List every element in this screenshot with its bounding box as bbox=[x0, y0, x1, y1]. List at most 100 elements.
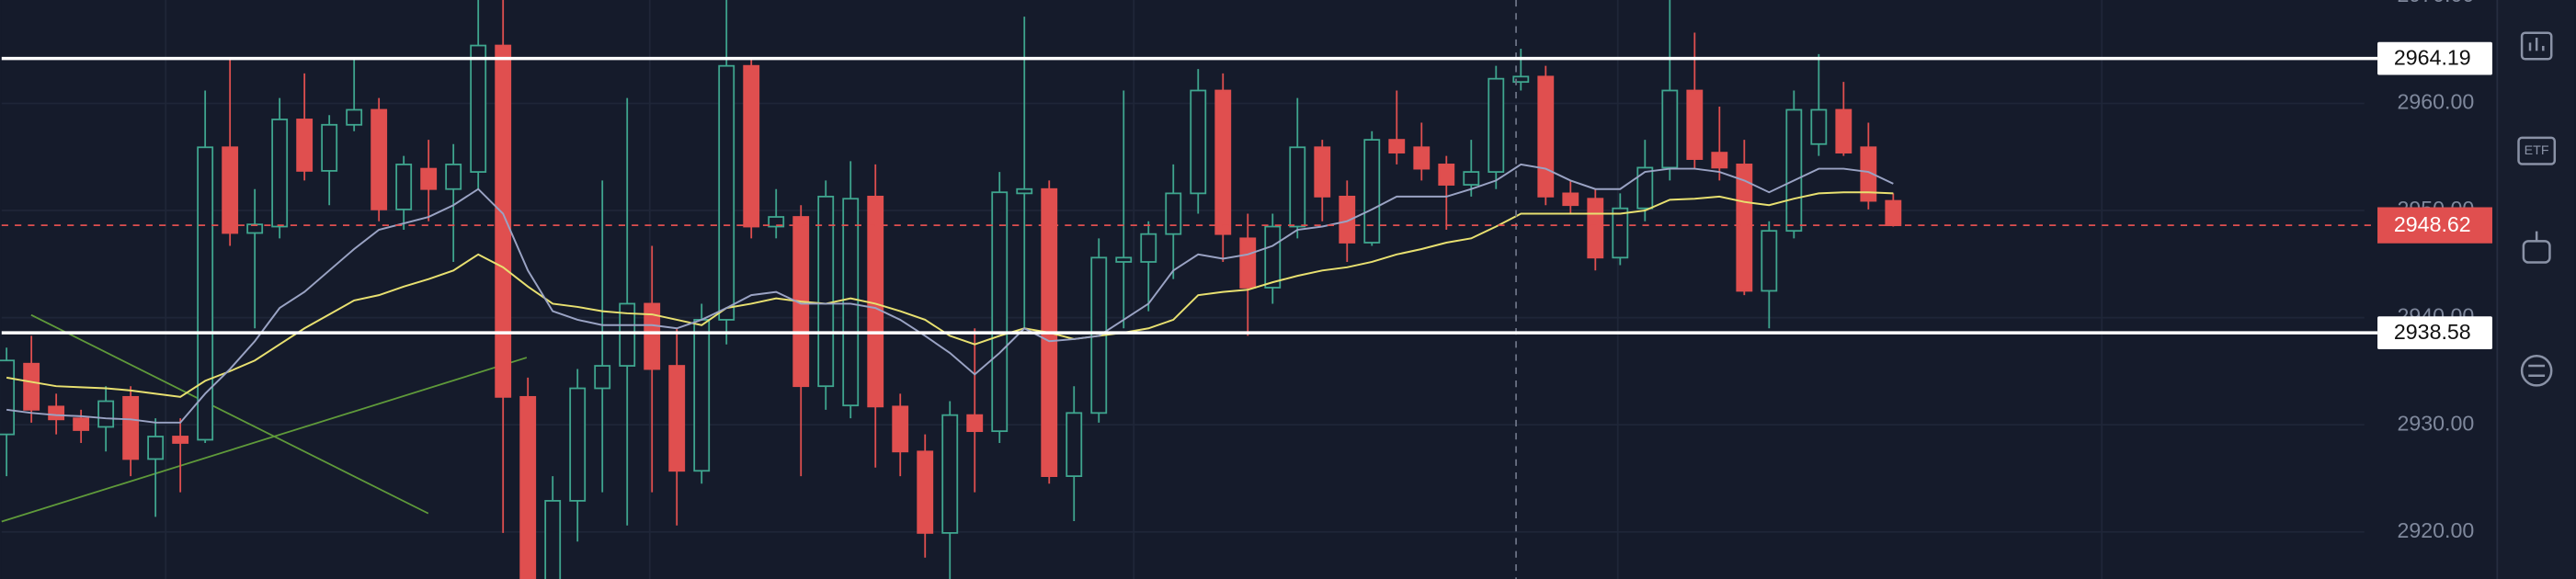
candle-body bbox=[1587, 198, 1604, 259]
swap-icon[interactable] bbox=[2520, 355, 2553, 387]
y-tick-label: 2970.00 bbox=[2397, 0, 2474, 6]
candle-body bbox=[1140, 233, 1157, 263]
candle-body bbox=[1885, 199, 1902, 227]
candle-body bbox=[1339, 195, 1356, 244]
horizontal-grid bbox=[1, 102, 2365, 533]
trendline bbox=[30, 313, 429, 515]
candle-body bbox=[842, 198, 860, 407]
price-level-box bbox=[2377, 316, 2492, 349]
candle-body bbox=[941, 414, 959, 534]
candle-body bbox=[1487, 77, 1505, 173]
current-price-label: 2948.62 bbox=[2394, 212, 2471, 236]
candle-body bbox=[172, 436, 189, 444]
candle-body bbox=[1066, 412, 1083, 477]
candle-body bbox=[1115, 256, 1133, 263]
candle-body bbox=[1438, 164, 1455, 186]
candle-body bbox=[718, 64, 735, 321]
candle-body bbox=[1661, 89, 1679, 169]
candle-body bbox=[693, 319, 711, 472]
price-level-label: 2964.19 bbox=[2394, 46, 2471, 70]
candle-body bbox=[1264, 225, 1282, 289]
candle-body bbox=[1512, 75, 1530, 84]
price-level-box bbox=[2377, 41, 2492, 75]
candle-body bbox=[966, 414, 984, 433]
trendline bbox=[1, 357, 528, 523]
chart-icon[interactable] bbox=[2520, 31, 2553, 61]
candle-body bbox=[668, 365, 686, 472]
toolbar-icons[interactable] bbox=[2517, 31, 2557, 387]
y-tick-label: 2920.00 bbox=[2397, 518, 2474, 542]
candle-body bbox=[147, 436, 165, 460]
candle-body bbox=[0, 359, 16, 436]
candle-body bbox=[321, 123, 338, 172]
candle-body bbox=[1562, 192, 1579, 207]
candle-body bbox=[395, 164, 413, 210]
candle-body bbox=[1016, 187, 1033, 195]
candle-body bbox=[594, 365, 611, 390]
moving-average bbox=[6, 163, 1894, 424]
candle-body bbox=[1860, 146, 1877, 202]
vertical-grid bbox=[165, 0, 2103, 579]
candle-body bbox=[569, 387, 587, 502]
candle-body bbox=[1636, 166, 1654, 210]
candle-body bbox=[48, 405, 65, 421]
candle-body bbox=[1736, 164, 1753, 292]
candle-body bbox=[817, 195, 835, 388]
moving-average bbox=[6, 191, 1894, 398]
candle-body bbox=[1314, 146, 1331, 198]
candle-body bbox=[73, 417, 90, 431]
candle-body bbox=[1761, 230, 1778, 292]
candle-body bbox=[1190, 89, 1207, 195]
candle-body bbox=[1388, 139, 1406, 153]
candle-body bbox=[1711, 152, 1728, 169]
candle-body bbox=[519, 395, 537, 579]
candle-body bbox=[370, 108, 388, 210]
candle-body bbox=[495, 44, 512, 398]
candle-body bbox=[122, 395, 140, 460]
candle-body bbox=[991, 191, 1009, 433]
candle-body bbox=[1239, 237, 1257, 289]
candle-body bbox=[743, 64, 760, 228]
current-price-box bbox=[2377, 207, 2492, 244]
candle-body bbox=[1785, 108, 1803, 233]
candle-body bbox=[1835, 108, 1852, 153]
trendlines bbox=[1, 313, 528, 523]
candle-body bbox=[1165, 192, 1182, 235]
candle-body bbox=[1289, 146, 1306, 228]
candle-body bbox=[197, 146, 214, 441]
moving-averages bbox=[6, 163, 1894, 424]
candle-body bbox=[644, 302, 661, 370]
candle-body bbox=[1363, 139, 1381, 244]
y-tick-label: 2930.00 bbox=[2397, 411, 2474, 435]
candle-body bbox=[1612, 207, 1629, 259]
candle-body bbox=[768, 216, 785, 228]
etf-icon[interactable] bbox=[2517, 136, 2557, 165]
candle-body bbox=[246, 223, 264, 234]
candle-body bbox=[346, 108, 363, 126]
candle-body bbox=[470, 44, 487, 173]
candle-body bbox=[445, 164, 462, 190]
candle-body bbox=[619, 302, 636, 367]
candle-body bbox=[222, 146, 239, 234]
candle-body bbox=[1810, 108, 1828, 145]
candle-body bbox=[1214, 89, 1232, 235]
candle-body bbox=[97, 400, 115, 428]
price-levels: 2964.19 2938.58 2948.62 bbox=[1, 41, 2492, 349]
candle-body bbox=[420, 167, 438, 190]
candle-body bbox=[271, 119, 289, 228]
price-axis: 2920.002930.002940.002950.002960.002970.… bbox=[2397, 0, 2474, 542]
candle-body bbox=[1413, 146, 1430, 170]
etf-label: ETF bbox=[2525, 143, 2549, 158]
candle-body bbox=[1537, 75, 1555, 198]
candle-body bbox=[1686, 89, 1704, 160]
candle-body bbox=[892, 405, 909, 453]
candle-body bbox=[544, 500, 562, 579]
candle-body bbox=[917, 450, 934, 534]
candle-body bbox=[1463, 171, 1480, 186]
side-toolbar bbox=[2497, 0, 2575, 579]
candle-body bbox=[23, 362, 40, 411]
y-tick-label: 2960.00 bbox=[2397, 90, 2474, 114]
